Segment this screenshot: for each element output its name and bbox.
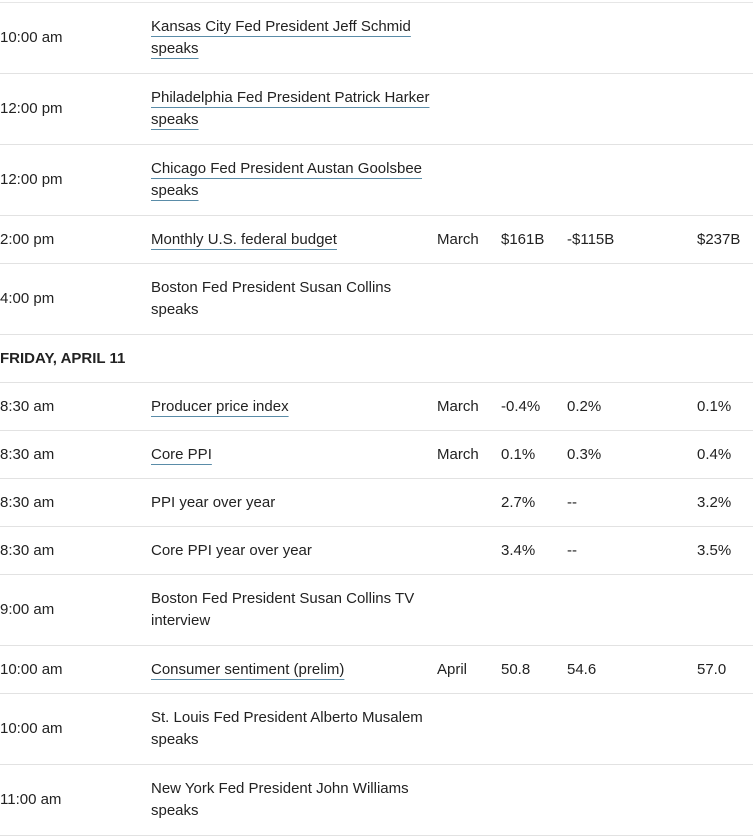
event-forecast: 0.3% [567, 445, 602, 463]
calendar-event-row: 4:00 pm Boston Fed President Susan Collin… [0, 264, 753, 335]
event-name-link[interactable]: Consumer sentiment (prelim) [151, 660, 345, 678]
calendar-event-row: 8:30 am Core PPI March 0.1% 0.3% 0.4% [0, 431, 753, 479]
event-name-link[interactable]: Core PPI [151, 445, 212, 463]
calendar-event-row: 8:30 am PPI year over year 2.7% -- 3.2% [0, 479, 753, 527]
event-time: 9:00 am [0, 601, 55, 618]
event-previous: $237B [697, 230, 741, 248]
event-period: March [437, 230, 479, 248]
event-name: PPI year over year [151, 493, 276, 511]
event-forecast: 54.6 [567, 660, 597, 678]
calendar-event-row: 10:00 am Consumer sentiment (prelim) April… [0, 646, 753, 694]
event-forecast: 0.2% [567, 397, 602, 415]
event-previous: 3.2% [697, 493, 732, 511]
event-period: March [437, 397, 479, 415]
event-name-link[interactable]: Monthly U.S. federal budget [151, 230, 337, 248]
event-previous: 57.0 [697, 660, 727, 678]
event-actual: 3.4% [501, 541, 536, 559]
event-actual: 2.7% [501, 493, 536, 511]
event-forecast: -$115B [567, 230, 615, 248]
calendar-event-row: 12:00 pm Chicago Fed President Austan Goo… [0, 145, 753, 216]
event-time: 10:00 am [0, 660, 63, 678]
event-time: 8:30 am [0, 445, 55, 463]
event-time: 11:00 am [0, 791, 62, 808]
event-actual: 50.8 [501, 660, 531, 678]
event-name-link[interactable]: Chicago Fed President Austan Goolsbee sp… [151, 160, 423, 199]
event-period: March [437, 445, 479, 463]
event-time: 8:30 am [0, 397, 55, 415]
event-name: Boston Fed President Susan Collins TV in… [151, 590, 415, 629]
event-time: 12:00 pm [0, 171, 63, 188]
event-time: 2:00 pm [0, 230, 55, 248]
event-time: 10:00 am [0, 29, 63, 46]
event-name: Core PPI year over year [151, 541, 312, 559]
event-name: St. Louis Fed President Alberto Musalem … [151, 709, 423, 748]
event-time: 8:30 am [0, 541, 55, 559]
event-previous: 0.1% [697, 397, 732, 415]
event-name: Boston Fed President Susan Collins speak… [151, 279, 392, 318]
day-header-row: FRIDAY, APRIL 11 [0, 335, 753, 383]
day-header-label: FRIDAY, APRIL 11 [0, 349, 126, 367]
calendar-event-row: 11:00 am New York Fed President John Will… [0, 765, 753, 836]
calendar-event-row: 9:00 am Boston Fed President Susan Collin… [0, 575, 753, 646]
event-time: 10:00 am [0, 720, 63, 737]
calendar-event-row: 2:00 pm Monthly U.S. federal budget March $… [0, 216, 753, 264]
event-period: April [437, 660, 468, 678]
calendar-event-row: 8:30 am Producer price index March -0.4% 0.2… [0, 383, 753, 431]
calendar-event-row: 8:30 am Core PPI year over year 3.4% -- 3.5% [0, 527, 753, 575]
event-actual: $161B [501, 230, 545, 248]
event-actual: -0.4% [501, 397, 541, 415]
event-time: 12:00 pm [0, 100, 63, 117]
event-time: 8:30 am [0, 493, 55, 511]
event-name-link[interactable]: Producer price index [151, 397, 289, 415]
event-previous: 3.5% [697, 541, 732, 559]
calendar-event-row: 10:00 am St. Louis Fed President Alberto … [0, 694, 753, 765]
calendar-event-row: 10:00 am Kansas City Fed President Jeff S… [0, 3, 753, 74]
event-forecast: -- [567, 541, 577, 559]
event-name-link[interactable]: Philadelphia Fed President Patrick Harke… [151, 89, 430, 128]
calendar-event-row: 12:00 pm Philadelphia Fed President Patri… [0, 74, 753, 145]
event-previous: 0.4% [697, 445, 732, 463]
event-name: New York Fed President John Williams spe… [151, 780, 409, 819]
event-time: 4:00 pm [0, 290, 55, 307]
event-name-link[interactable]: Kansas City Fed President Jeff Schmid sp… [151, 18, 411, 57]
event-actual: 0.1% [501, 445, 536, 463]
event-forecast: -- [567, 493, 577, 511]
